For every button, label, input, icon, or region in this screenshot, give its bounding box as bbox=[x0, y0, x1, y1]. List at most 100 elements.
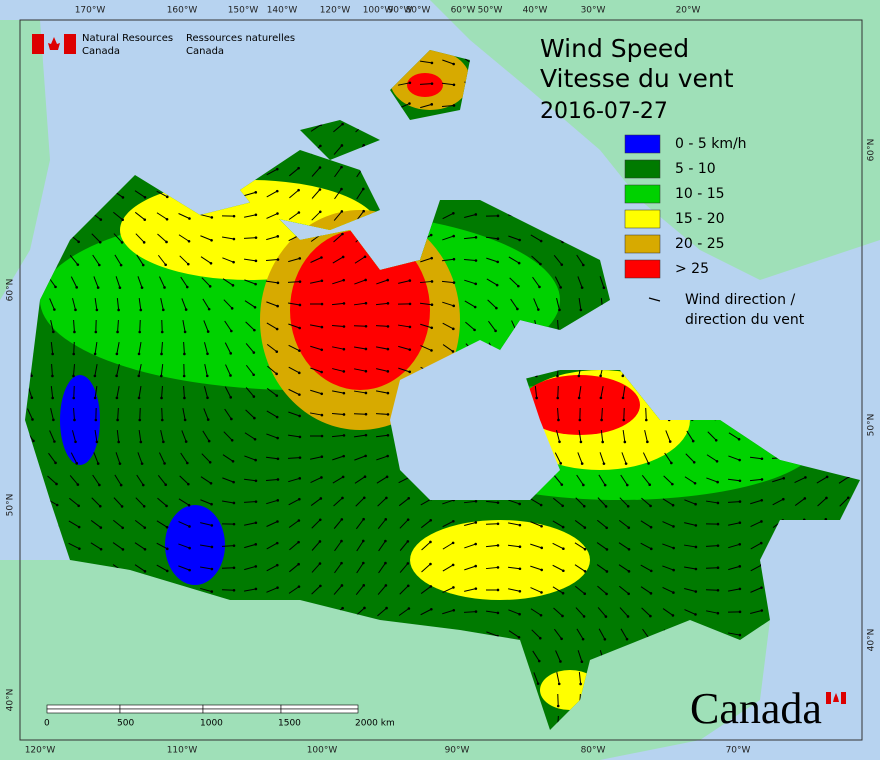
arrow-head bbox=[558, 683, 561, 686]
arrow-head bbox=[183, 375, 186, 378]
arrow-head bbox=[51, 397, 54, 400]
arrow-head bbox=[319, 166, 322, 169]
arrow-head bbox=[298, 372, 301, 375]
scale-segment bbox=[47, 705, 120, 709]
arrow-head bbox=[341, 123, 344, 126]
arrow-head bbox=[540, 240, 543, 243]
arrow-head bbox=[497, 501, 500, 504]
arrow-head bbox=[362, 584, 365, 587]
arrow-head bbox=[121, 218, 124, 221]
arrow-head bbox=[385, 584, 388, 587]
arrow-head bbox=[650, 592, 653, 595]
arrow-head bbox=[409, 326, 412, 329]
arrow-head bbox=[583, 615, 586, 618]
arrow-head bbox=[78, 547, 81, 550]
arrow-head bbox=[275, 350, 278, 353]
arrow-head bbox=[319, 562, 322, 565]
graticule-label: 60°N bbox=[6, 279, 16, 302]
arrow-head bbox=[321, 455, 324, 458]
wind-arrow bbox=[222, 568, 234, 569]
arrow-head bbox=[497, 215, 500, 218]
flag-bar bbox=[826, 692, 831, 704]
arrow-head bbox=[341, 144, 344, 147]
arrow-head bbox=[138, 353, 141, 356]
arrow-head bbox=[255, 588, 258, 591]
arrow-head bbox=[603, 462, 606, 465]
arrow-head bbox=[188, 240, 191, 243]
arrow-head bbox=[739, 634, 742, 637]
arrow-head bbox=[519, 567, 522, 570]
arrow-head bbox=[229, 352, 232, 355]
legend-swatch bbox=[625, 185, 660, 203]
arrow-head bbox=[579, 683, 582, 686]
arrow-head bbox=[386, 279, 389, 282]
arrow-head bbox=[320, 497, 323, 500]
arrow-head bbox=[298, 349, 301, 352]
arrow-head bbox=[627, 592, 630, 595]
arrow-head bbox=[297, 189, 300, 192]
arrow-head bbox=[739, 588, 742, 591]
arrow-head bbox=[518, 503, 521, 506]
arrow-head bbox=[252, 373, 255, 376]
arrow-head bbox=[185, 440, 188, 443]
arrow-head bbox=[232, 481, 235, 484]
arrow-head bbox=[365, 325, 368, 328]
arrow-head bbox=[582, 484, 585, 487]
arrow-head bbox=[276, 437, 279, 440]
arrow-head bbox=[166, 526, 169, 529]
arrow-head bbox=[343, 413, 346, 416]
arrow-head bbox=[341, 518, 344, 521]
arrow-head bbox=[276, 305, 279, 308]
arrow-head bbox=[30, 374, 33, 377]
arrow-head bbox=[409, 303, 412, 306]
arrow-head bbox=[72, 353, 75, 356]
wind-arrow bbox=[162, 408, 163, 420]
arrow-head bbox=[96, 309, 99, 312]
arrow-head bbox=[556, 397, 559, 400]
arrow-head bbox=[497, 566, 500, 569]
arrow-head bbox=[386, 476, 389, 479]
arrow-head bbox=[121, 241, 124, 244]
arrow-head bbox=[211, 568, 214, 571]
arrow-head bbox=[116, 397, 119, 400]
arrow-head bbox=[138, 397, 141, 400]
arrow-head bbox=[341, 210, 344, 213]
arrow-head bbox=[560, 638, 563, 641]
arrow-head bbox=[600, 397, 603, 400]
header-en: Natural Resources bbox=[82, 33, 173, 44]
arrow-head bbox=[54, 462, 57, 465]
scale-segment bbox=[203, 705, 281, 709]
arrow-head bbox=[475, 587, 478, 590]
wind-arrow bbox=[706, 568, 718, 569]
arrow-head bbox=[409, 82, 412, 85]
arrow-head bbox=[75, 462, 78, 465]
arrow-head bbox=[321, 435, 324, 438]
arrow-head bbox=[166, 218, 169, 221]
arrow-head bbox=[165, 505, 168, 508]
arrow-head bbox=[160, 397, 163, 400]
arrow-head bbox=[343, 370, 346, 373]
legend-swatch bbox=[625, 260, 660, 278]
arrow-head bbox=[52, 419, 55, 422]
arrow-head bbox=[116, 419, 119, 422]
arrow-head bbox=[517, 285, 520, 288]
arrow-head bbox=[645, 419, 648, 422]
arrow-head bbox=[122, 196, 125, 199]
arrow-head bbox=[739, 521, 742, 524]
arrow-head bbox=[473, 329, 476, 332]
arrow-head bbox=[276, 499, 279, 502]
arrow-head bbox=[519, 524, 522, 527]
legend-label: 10 - 15 bbox=[675, 186, 725, 202]
arrow-head bbox=[646, 441, 649, 444]
arrow-head bbox=[77, 483, 80, 486]
arrow-head bbox=[695, 590, 698, 593]
arrow-head bbox=[253, 351, 256, 354]
graticule-label: 80°W bbox=[406, 6, 431, 16]
arrow-head bbox=[649, 505, 652, 508]
arrow-head bbox=[650, 526, 653, 529]
arrow-head bbox=[233, 502, 236, 505]
arrow-head bbox=[51, 375, 54, 378]
graticule-label: 20°W bbox=[676, 6, 701, 16]
arrow-head bbox=[211, 216, 214, 219]
arrow-head bbox=[738, 565, 741, 568]
